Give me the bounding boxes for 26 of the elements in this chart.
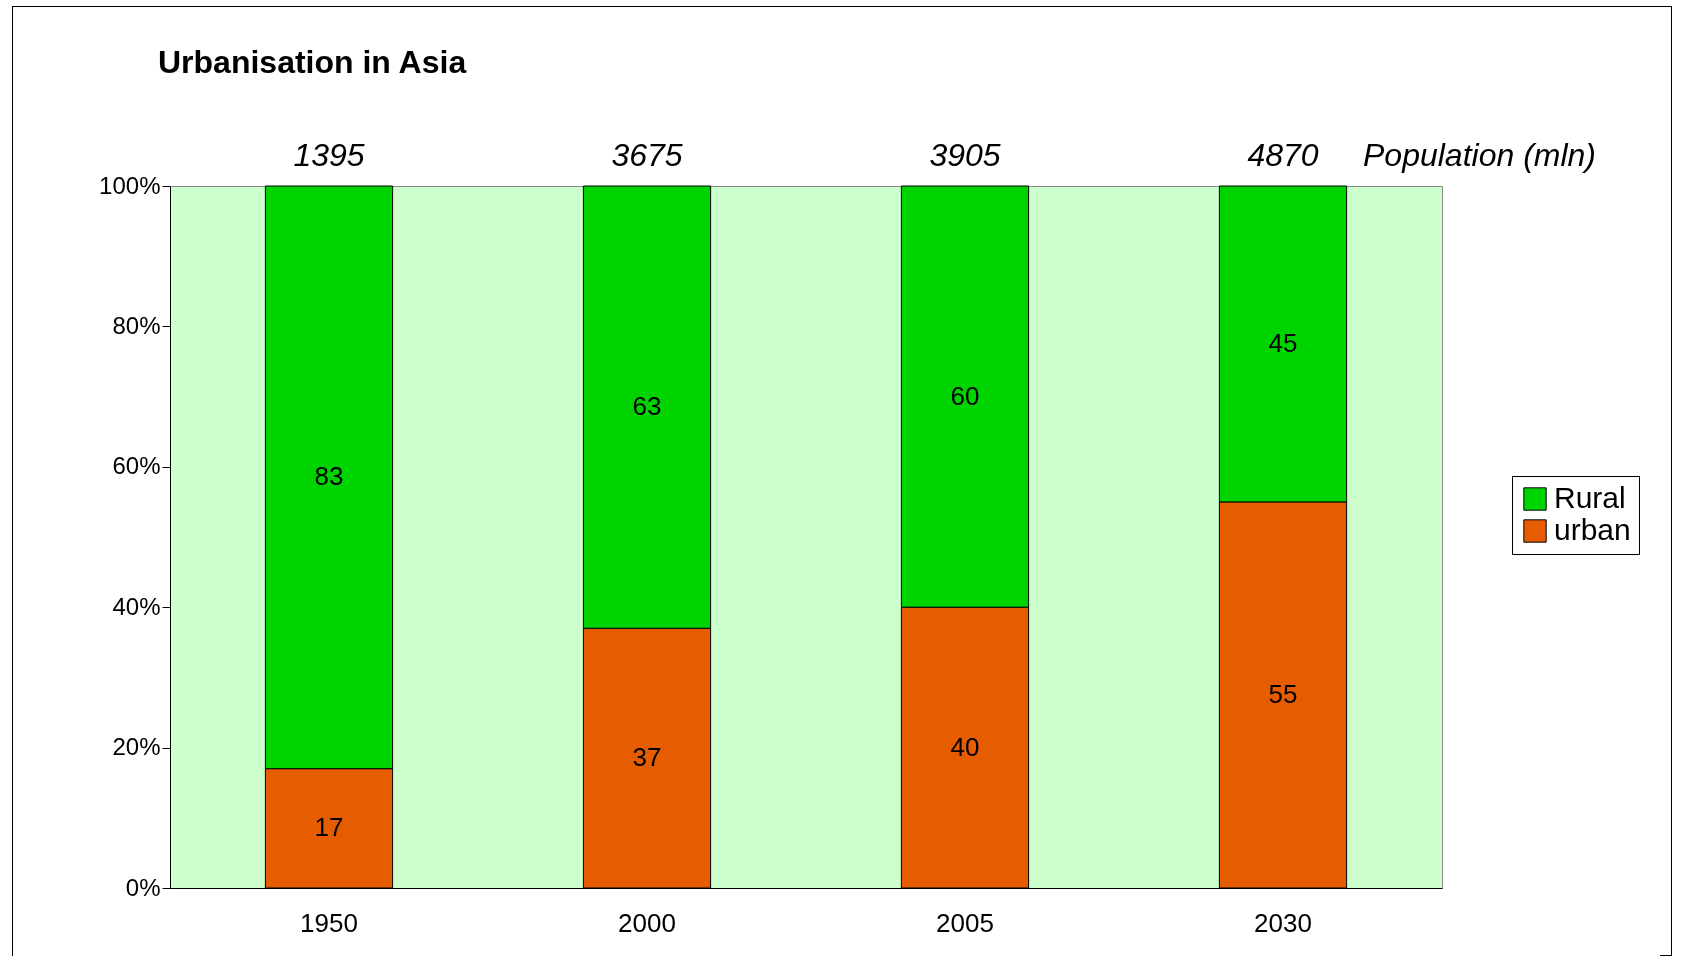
x-tick-label: 2005 xyxy=(936,907,994,938)
y-tick-label: 100% xyxy=(99,171,161,199)
y-tick-label: 40% xyxy=(112,592,161,620)
x-tick-label: 2000 xyxy=(618,907,676,938)
y-tick-label: 60% xyxy=(112,452,161,480)
text: 3675 xyxy=(611,137,683,173)
text: 4870 xyxy=(1247,137,1319,173)
y-tick-label: 20% xyxy=(112,733,161,761)
legend-label: Rural xyxy=(1554,481,1626,514)
data-label: 60 xyxy=(950,380,980,411)
data-label: 45 xyxy=(1268,327,1298,358)
data-label: 37 xyxy=(632,742,662,773)
data-label: 55 xyxy=(1268,678,1298,709)
legend-label: urban xyxy=(1554,513,1631,546)
data-label: 17 xyxy=(314,812,344,843)
data-label: 63 xyxy=(632,391,662,422)
chart-title: Urbanisation in Asia xyxy=(158,44,467,80)
y-tick-label: 0% xyxy=(125,873,161,901)
y-tick-label: 80% xyxy=(112,311,161,339)
data-label: 40 xyxy=(950,731,980,762)
text: 3905 xyxy=(929,137,1001,173)
data-label: 83 xyxy=(314,461,344,492)
x-tick-label: 1950 xyxy=(300,907,358,938)
x-tick-label: 2030 xyxy=(1254,907,1312,938)
text: Population (mln) xyxy=(1363,137,1596,173)
text: 1395 xyxy=(293,137,365,173)
